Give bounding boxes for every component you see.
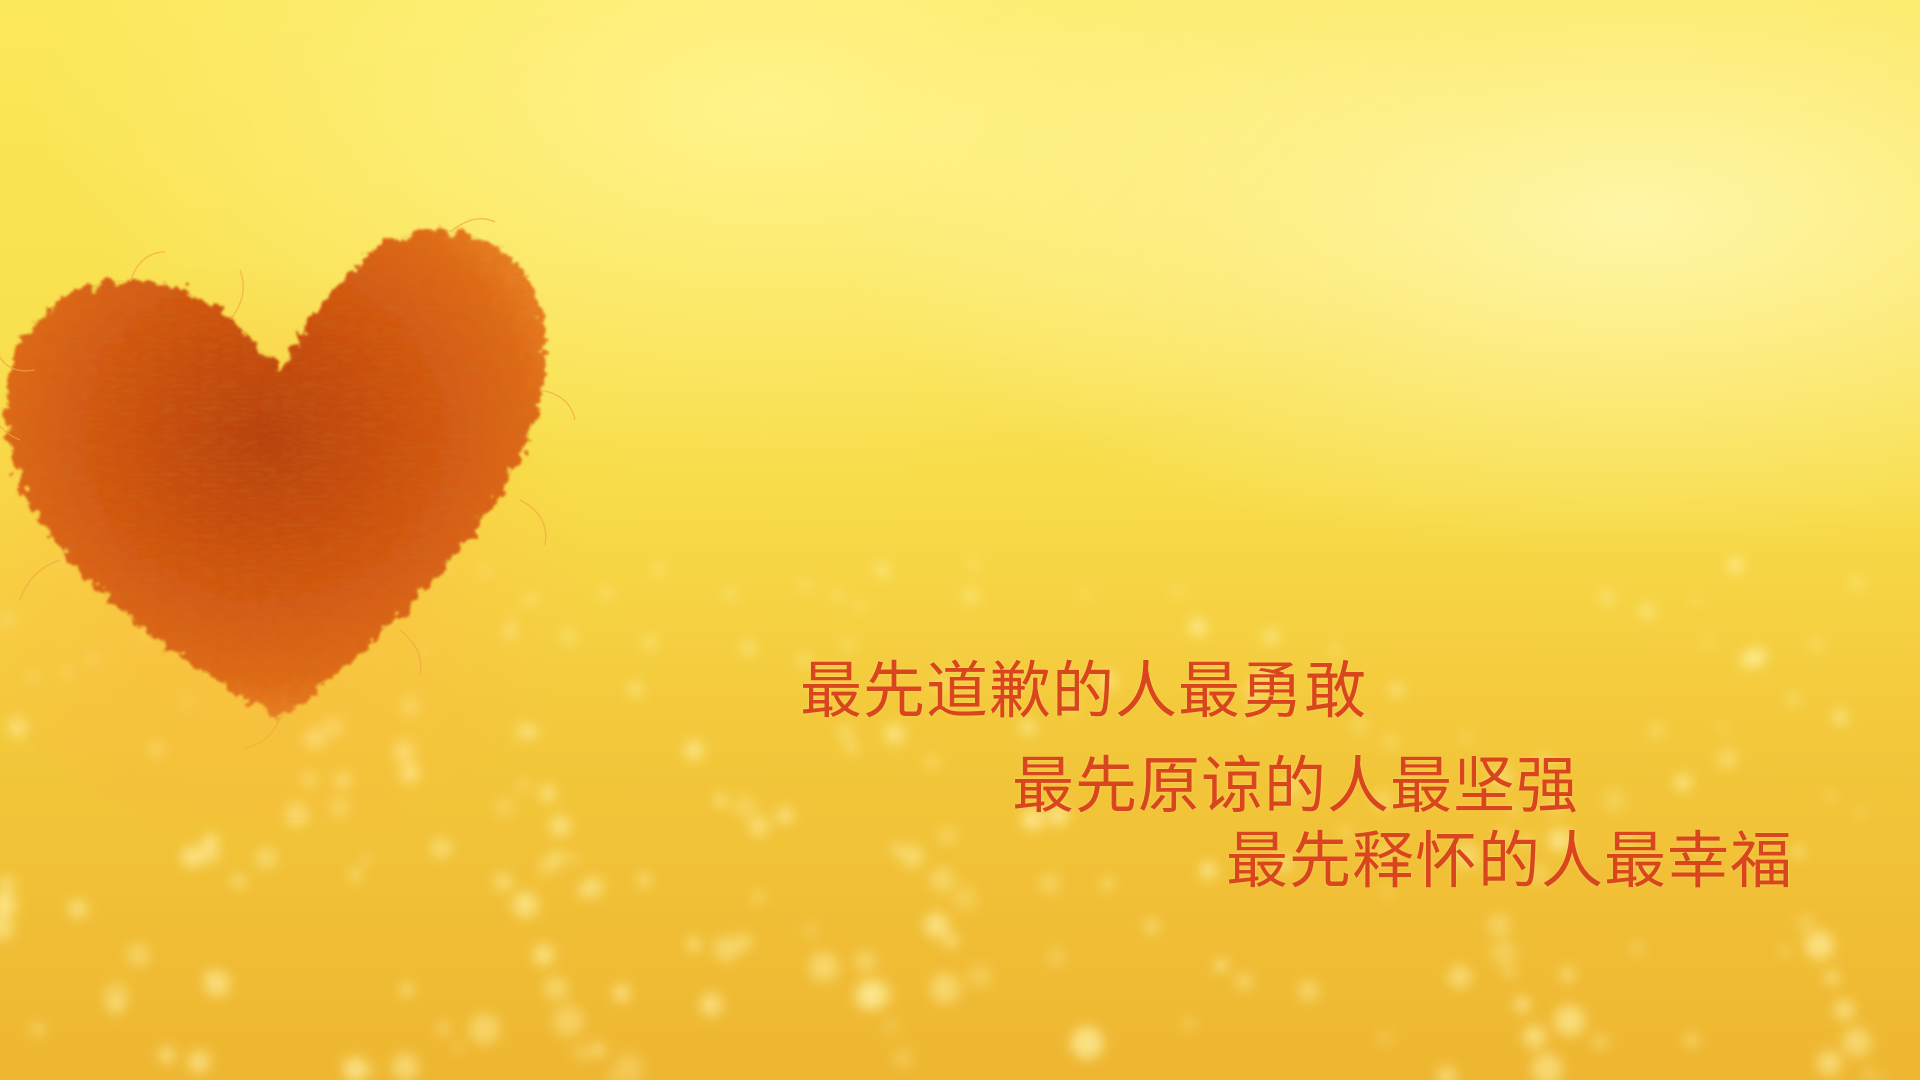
felt-heart-icon [0, 218, 576, 749]
